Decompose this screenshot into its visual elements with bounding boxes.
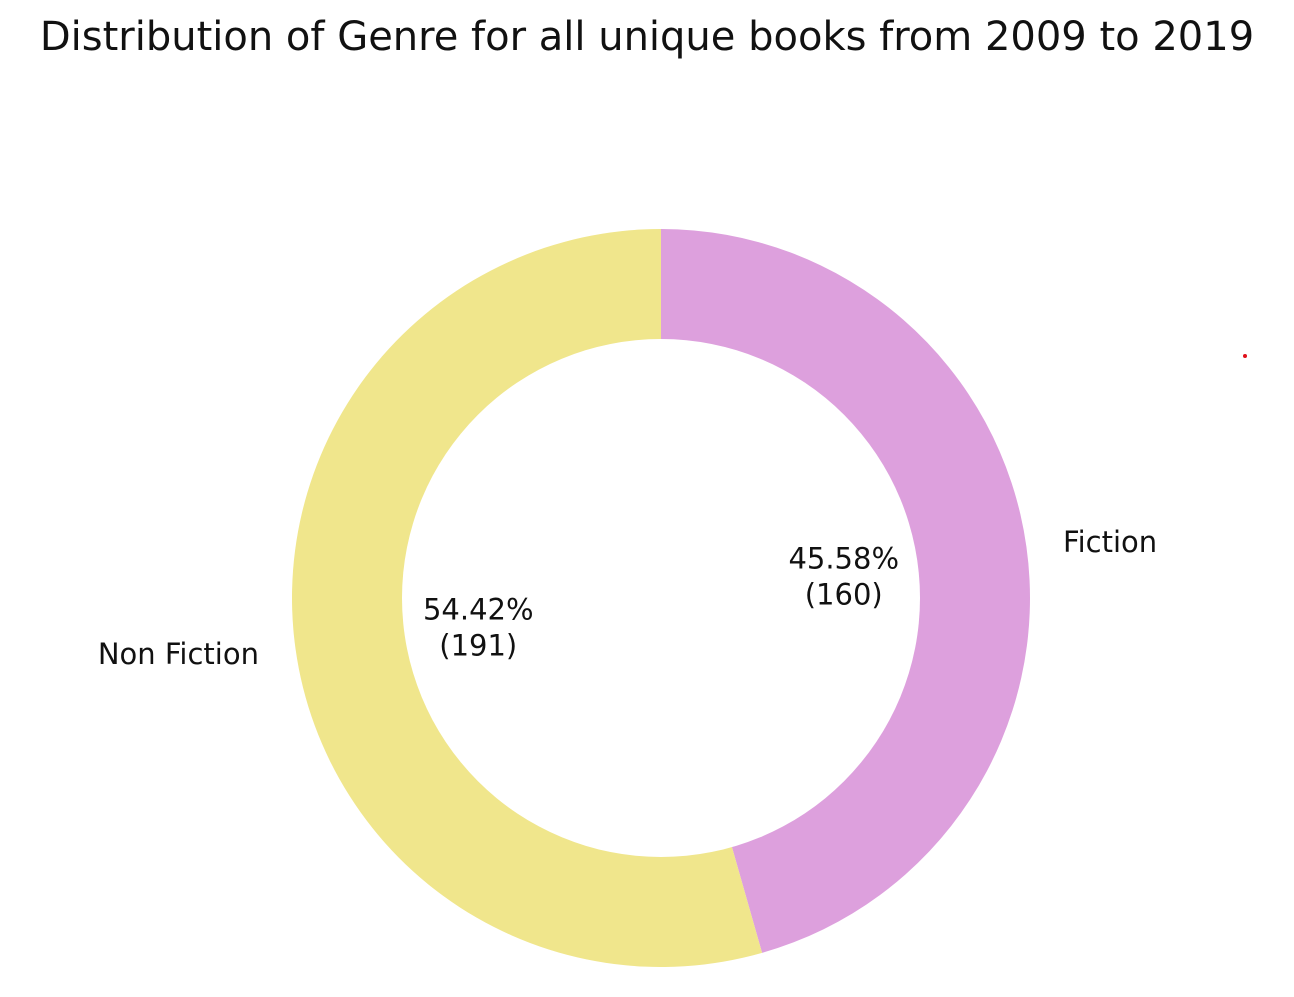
count-label-fiction: (160): [805, 577, 883, 611]
percent-label-fiction: 45.58%: [788, 541, 899, 575]
percent-label-non-fiction: 54.42%: [423, 593, 534, 627]
labels-layer: Fiction 45.58%(160) Non Fiction 54.42%(191): [98, 525, 1157, 671]
donut-hole: [402, 339, 920, 857]
chart-title: Distribution of Genre for all unique boo…: [40, 14, 1254, 60]
stray-dot-marker: [1243, 354, 1247, 358]
count-label-non-fiction: (191): [439, 629, 517, 663]
slice-label-non-fiction: Non Fiction: [98, 637, 259, 671]
slice-label-fiction: Fiction: [1063, 525, 1157, 559]
